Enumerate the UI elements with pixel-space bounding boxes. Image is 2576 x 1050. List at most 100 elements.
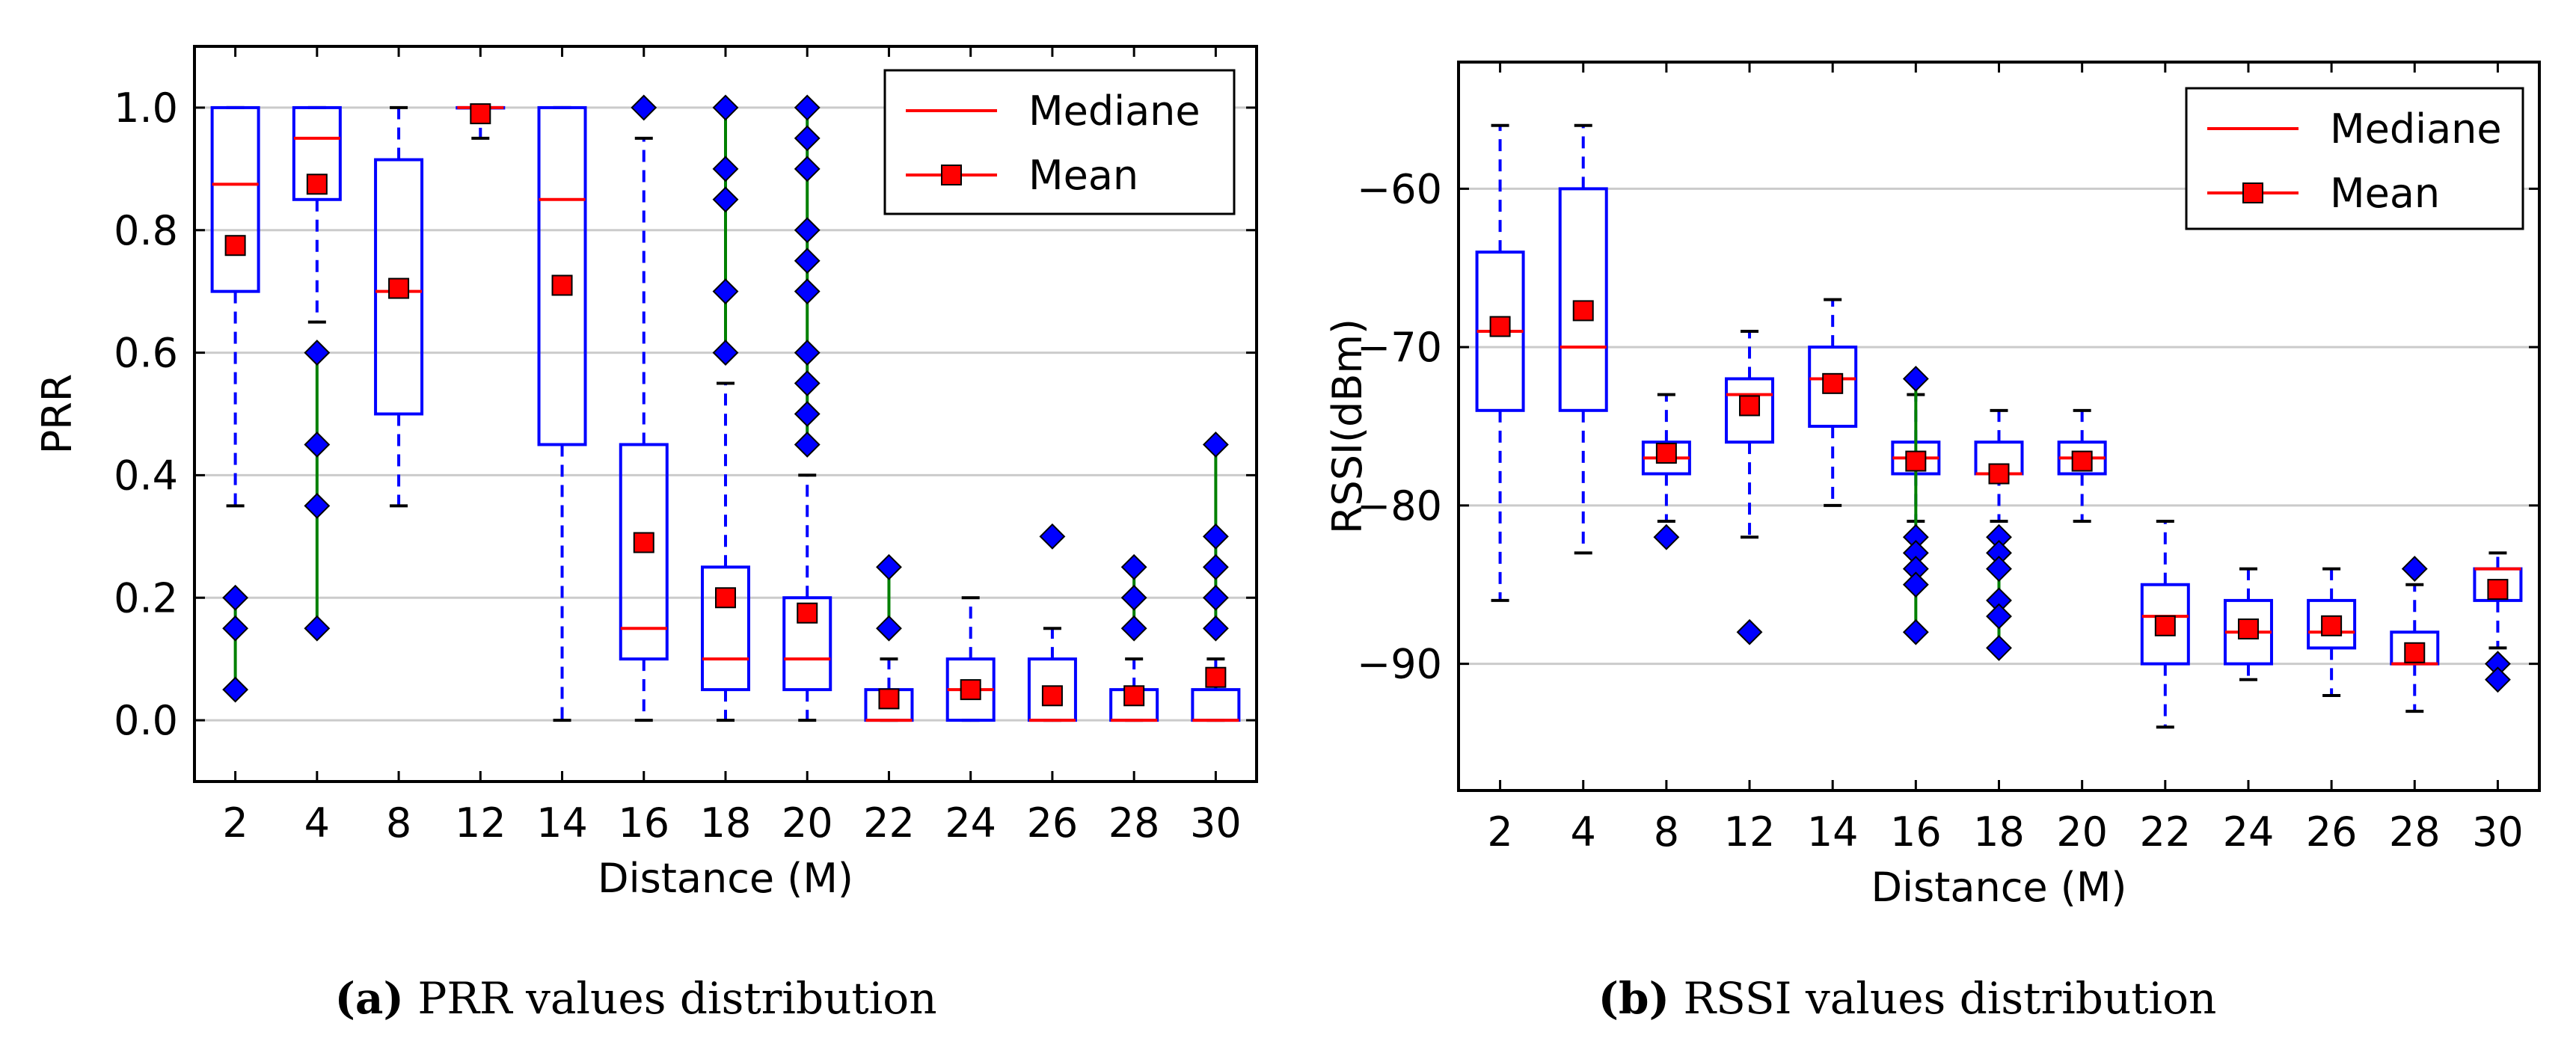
legend-mean-swatch-marker bbox=[2242, 182, 2263, 203]
y-tick-label: −70 bbox=[1357, 324, 1442, 371]
box-group bbox=[1109, 553, 1159, 722]
caption-a-label: (a) bbox=[334, 973, 404, 1024]
box bbox=[537, 105, 587, 446]
y-tick-label: 0.8 bbox=[114, 207, 178, 254]
chart-prr: 0.00.20.40.60.81.02 4 8 12 14 16 18 20 22 24 26 28 3… bbox=[34, 45, 1258, 902]
outlier-point bbox=[1986, 603, 2012, 630]
x-tick-label: 4 bbox=[1571, 808, 1596, 856]
box-group bbox=[2390, 556, 2440, 713]
x-tick-label: 26 bbox=[1027, 799, 1079, 847]
legend-frame bbox=[2185, 87, 2524, 230]
mean-marker bbox=[1123, 685, 1145, 707]
outlier-point bbox=[1120, 615, 1147, 642]
mean-marker bbox=[2487, 579, 2509, 601]
mean-marker bbox=[224, 235, 246, 257]
box bbox=[210, 105, 260, 293]
outlier-point bbox=[712, 278, 739, 305]
outlier-point bbox=[222, 615, 249, 642]
mean-marker bbox=[1489, 316, 1511, 337]
x-tick-label: 4 bbox=[304, 799, 330, 847]
box bbox=[1558, 187, 1608, 412]
x-tick-label: 14 bbox=[1807, 808, 1859, 856]
y-tick-label: −90 bbox=[1357, 641, 1442, 688]
box bbox=[1191, 688, 1241, 722]
mean-marker bbox=[2154, 615, 2176, 636]
outlier-point bbox=[1902, 618, 1929, 645]
x-tick-label: 20 bbox=[782, 799, 833, 847]
outlier-point bbox=[712, 186, 739, 213]
mean-marker bbox=[1655, 442, 1677, 464]
box-group bbox=[1641, 393, 1691, 550]
box-group bbox=[1027, 523, 1077, 722]
box-group bbox=[374, 105, 424, 508]
mean-marker bbox=[470, 103, 491, 125]
mean-marker bbox=[2321, 615, 2343, 636]
x-tick-label: 16 bbox=[618, 799, 669, 847]
outlier-point bbox=[794, 340, 821, 366]
box-group bbox=[1974, 408, 2024, 661]
y-tick-label: 0.2 bbox=[114, 574, 178, 621]
outlier-point bbox=[1202, 584, 1229, 611]
box-group bbox=[1808, 298, 1858, 507]
x-tick-label: 8 bbox=[386, 799, 411, 847]
outlier-point bbox=[712, 94, 739, 121]
outlier-point bbox=[712, 156, 739, 182]
outlier-point bbox=[631, 94, 657, 121]
mean-marker bbox=[797, 602, 818, 624]
legend-mean-label: Mean bbox=[2330, 170, 2440, 217]
outlier-point bbox=[794, 278, 821, 305]
plot-frame bbox=[1457, 61, 2541, 792]
outlier-point bbox=[1902, 366, 1929, 392]
mean-marker bbox=[633, 532, 654, 553]
box bbox=[2140, 583, 2190, 666]
x-tick-label: 24 bbox=[2223, 808, 2275, 856]
box bbox=[782, 596, 832, 692]
outlier-point bbox=[304, 432, 331, 458]
outlier-point bbox=[1202, 553, 1229, 580]
outlier-point bbox=[304, 615, 331, 642]
box-group bbox=[537, 105, 587, 722]
x-tick-label: 22 bbox=[863, 799, 915, 847]
legend: Mediane Mean bbox=[2185, 87, 2524, 230]
y-axis-label: PRR bbox=[34, 374, 81, 455]
box-group bbox=[2057, 408, 2107, 524]
box-group bbox=[2140, 520, 2190, 729]
box-group bbox=[2223, 567, 2273, 681]
outlier-point bbox=[1653, 524, 1680, 550]
box bbox=[619, 443, 669, 661]
x-tick-label: 22 bbox=[2139, 808, 2191, 856]
caption-b-label: (b) bbox=[1598, 973, 1670, 1024]
x-tick-label: 18 bbox=[700, 799, 752, 847]
y-tick-label: 0.6 bbox=[114, 330, 178, 377]
outlier-point bbox=[1736, 618, 1763, 645]
mean-marker bbox=[1205, 666, 1227, 688]
legend-mean-label: Mean bbox=[1028, 152, 1138, 199]
outlier-point bbox=[794, 432, 821, 458]
mean-marker bbox=[388, 277, 410, 299]
caption-b-text: RSSI values distribution bbox=[1669, 973, 2217, 1024]
outlier-point bbox=[876, 615, 902, 642]
mean-marker bbox=[2404, 642, 2426, 663]
x-tick-label: 14 bbox=[536, 799, 588, 847]
box-group bbox=[1891, 366, 1941, 645]
mean-marker bbox=[551, 274, 573, 296]
outlier-point bbox=[1986, 556, 2012, 582]
mean-marker bbox=[715, 587, 736, 609]
outlier-point bbox=[794, 217, 821, 244]
outlier-point bbox=[304, 340, 331, 366]
box-group bbox=[1475, 123, 1525, 602]
x-tick-label: 18 bbox=[1973, 808, 2025, 856]
box-group bbox=[210, 105, 260, 703]
x-tick-label: 20 bbox=[2056, 808, 2108, 856]
mean-marker bbox=[2071, 450, 2093, 472]
x-axis-label: Distance (M) bbox=[1871, 864, 2126, 911]
mean-marker bbox=[1572, 300, 1594, 322]
caption-a-text: PRR values distribution bbox=[403, 973, 937, 1024]
outlier-point bbox=[1202, 615, 1229, 642]
x-tick-label: 12 bbox=[1724, 808, 1776, 856]
outlier-point bbox=[2485, 666, 2511, 693]
box-group bbox=[864, 553, 914, 722]
legend-mean-swatch-marker bbox=[941, 165, 962, 185]
box-group bbox=[2307, 567, 2357, 697]
